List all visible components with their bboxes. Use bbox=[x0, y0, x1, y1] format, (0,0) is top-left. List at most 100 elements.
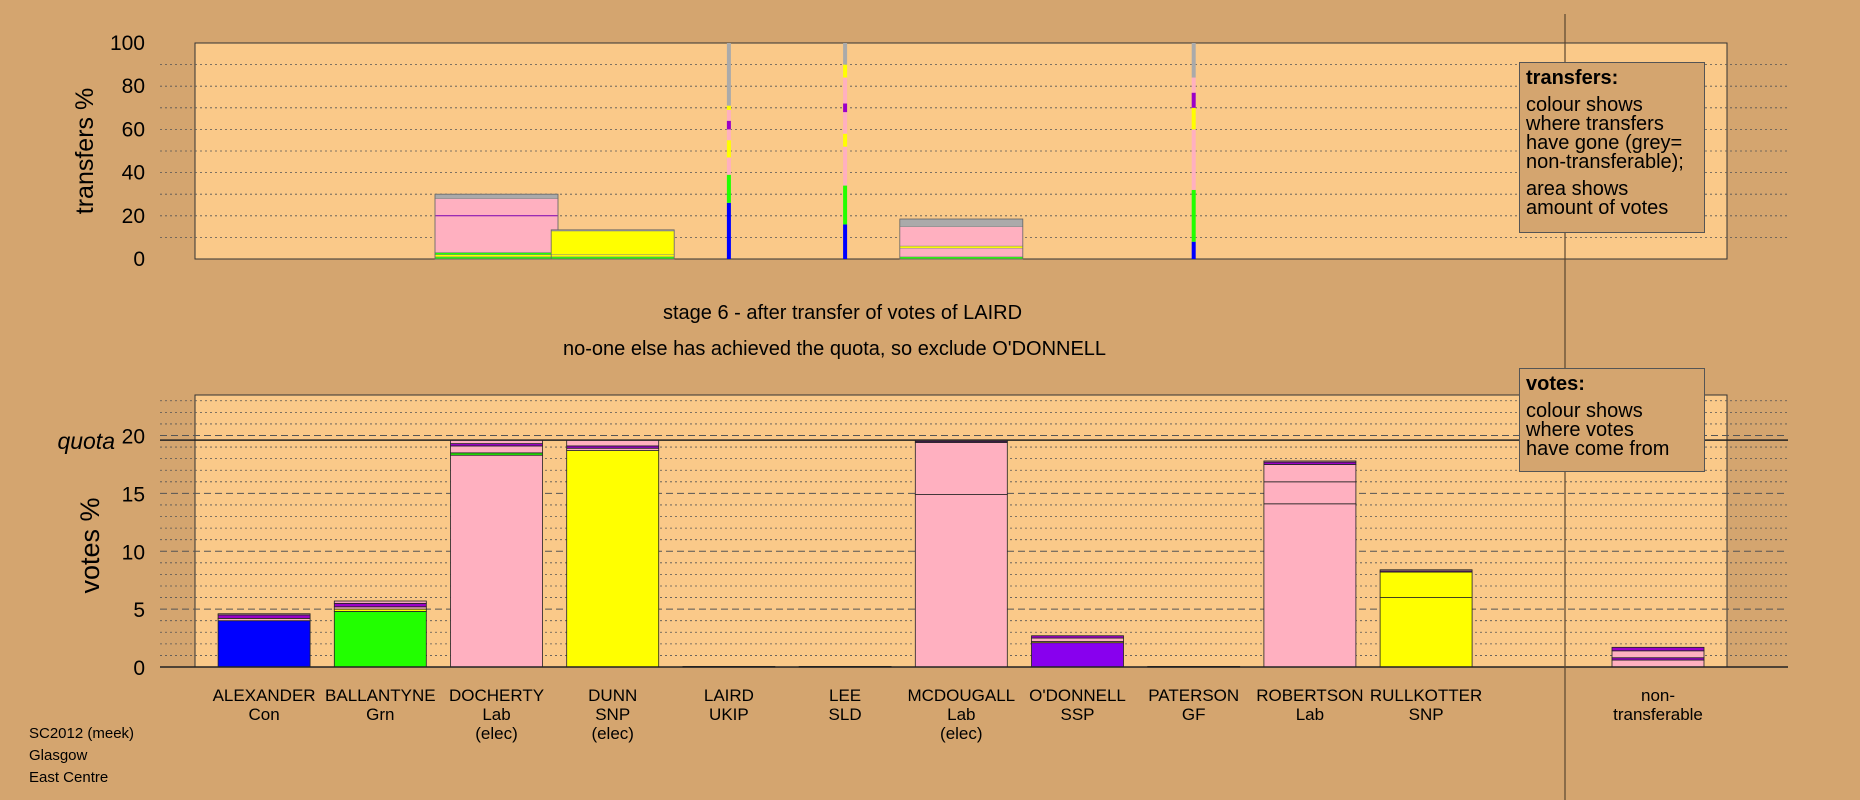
candidate-party-label: Lab bbox=[947, 705, 975, 724]
candidate-name-label: ROBERTSON bbox=[1256, 686, 1363, 705]
transfers-bar-segment bbox=[1191, 129, 1196, 190]
candidate-party-label: Lab bbox=[1296, 705, 1324, 724]
votes-bar-segment bbox=[217, 613, 311, 616]
transfers-legend: transfers: colour shows where transfers … bbox=[1519, 62, 1705, 233]
transfers-bar-segment bbox=[726, 174, 731, 203]
candidate-name-label: RULLKOTTER bbox=[1370, 686, 1482, 705]
candidate-party-label: UKIP bbox=[709, 705, 749, 724]
votes-y-tick-label: 5 bbox=[133, 599, 145, 622]
votes-y-tick-label: 15 bbox=[122, 483, 145, 506]
votes-bar-segment bbox=[1031, 635, 1124, 639]
transfers-bar-segment bbox=[843, 103, 848, 113]
transfers-bar-outline bbox=[434, 193, 559, 260]
votes-legend-line: have come from bbox=[1526, 438, 1670, 460]
candidate-party-label: GF bbox=[1182, 705, 1206, 724]
candidate-party-label: Lab bbox=[482, 705, 510, 724]
transfers-bar-segment bbox=[726, 120, 731, 130]
votes-y-tick-label: 0 bbox=[133, 657, 145, 680]
candidate-name-label: LAIRD bbox=[704, 686, 754, 705]
transfers-bar-segment bbox=[434, 254, 559, 258]
transfers-bar-segment bbox=[550, 254, 675, 258]
candidate-name-label: non- bbox=[1641, 686, 1675, 705]
candidate-party-label: Con bbox=[249, 705, 280, 724]
votes-bar-segment bbox=[566, 450, 660, 668]
votes-bar-segment bbox=[333, 611, 427, 668]
transfers-bar-segment bbox=[726, 140, 731, 158]
transfers-bar-segment bbox=[1191, 189, 1196, 242]
votes-y-tick-label: 20 bbox=[122, 426, 145, 449]
transfers-legend-line: amount of votes bbox=[1526, 197, 1669, 219]
votes-legend: votes: colour shows where votes have com… bbox=[1519, 368, 1705, 472]
votes-bar-segment bbox=[1611, 646, 1705, 652]
transfers-bar-outline bbox=[550, 229, 675, 260]
votes-bar-segment bbox=[450, 454, 543, 668]
stage-title: stage 6 - after transfer of votes of LAI… bbox=[663, 302, 1023, 324]
votes-bar-segment bbox=[333, 600, 427, 604]
votes-bar-segment bbox=[1263, 460, 1357, 463]
transfers-bar-segment bbox=[899, 218, 1024, 227]
transfers-y-tick-label: 100 bbox=[110, 32, 145, 55]
transfers-bar-segment bbox=[726, 43, 731, 106]
candidate-status-label: (elec) bbox=[591, 724, 634, 743]
candidate-party-label: SLD bbox=[829, 705, 862, 724]
votes-bar-segment bbox=[1031, 642, 1124, 668]
votes-bar-segment bbox=[914, 442, 1008, 495]
votes-bar-segment bbox=[1031, 637, 1124, 642]
votes-bar-segment bbox=[333, 602, 427, 608]
transfers-legend-line: area shows bbox=[1526, 178, 1629, 200]
transfers-bar-segment bbox=[726, 109, 731, 121]
transfers-bar-segment bbox=[843, 133, 848, 147]
footer-line: East Centre bbox=[29, 769, 109, 786]
transfers-y-tick-label: 0 bbox=[133, 248, 145, 271]
candidate-name-label: DUNN bbox=[588, 686, 637, 705]
votes-bar-segment bbox=[1379, 571, 1473, 598]
transfers-y-tick-label: 80 bbox=[122, 75, 145, 98]
transfers-bar-segment bbox=[843, 112, 848, 134]
transfers-bar-segment bbox=[899, 226, 1024, 247]
transfers-bar-segment bbox=[843, 64, 848, 78]
votes-bar-segment bbox=[1379, 597, 1473, 668]
candidate-name-label: O'DONNELL bbox=[1029, 686, 1126, 705]
transfers-bar-segment bbox=[1191, 107, 1196, 130]
transfers-bar-segment bbox=[726, 105, 731, 110]
transfers-bar-segment bbox=[899, 247, 1024, 258]
transfers-bar-outline bbox=[899, 218, 1024, 260]
transfers-bar-segment bbox=[1191, 92, 1196, 108]
transfers-bar-segment bbox=[843, 43, 848, 65]
transfers-legend-line: have gone (grey= bbox=[1526, 132, 1683, 154]
quota-label: quota bbox=[57, 428, 115, 454]
transfers-bar-segment bbox=[899, 245, 1024, 249]
transfers-bar-segment bbox=[1191, 43, 1196, 78]
candidate-name-label: DOCHERTY bbox=[449, 686, 544, 705]
candidate-party-label: Grn bbox=[366, 705, 394, 724]
votes-bar-segment bbox=[217, 614, 311, 619]
votes-bar-segment bbox=[217, 620, 311, 668]
votes-bar-segment bbox=[1263, 464, 1357, 483]
candidate-name-label: BALLANTYNE bbox=[325, 686, 436, 705]
transfers-bar-segment bbox=[726, 202, 731, 259]
votes-bar-segment bbox=[1263, 481, 1357, 505]
transfers-bar-segment bbox=[1191, 77, 1196, 93]
transfers-legend-title: transfers: bbox=[1526, 67, 1619, 89]
transfers-legend-line: non-transferable); bbox=[1526, 151, 1684, 173]
transfers-bar-segment bbox=[843, 185, 848, 225]
transfers-bar-segment bbox=[434, 252, 559, 255]
votes-bar-segment bbox=[1611, 650, 1705, 659]
votes-y-tick-label: 10 bbox=[122, 541, 145, 564]
transfers-y-tick-label: 60 bbox=[122, 118, 145, 141]
transfers-bar-segment bbox=[843, 146, 848, 186]
candidate-name-label: MCDOUGALL bbox=[907, 686, 1015, 705]
transfers-y-axis-label: transfers % bbox=[71, 88, 99, 214]
stage-subtitle: no-one else has achieved the quota, so e… bbox=[563, 338, 1107, 360]
transfers-bar-segment bbox=[434, 193, 559, 199]
votes-bar-segment bbox=[1263, 503, 1357, 668]
footer-line: Glasgow bbox=[29, 747, 88, 764]
candidate-status-label: (elec) bbox=[475, 724, 518, 743]
votes-bar-segment bbox=[1379, 569, 1473, 572]
candidate-party-label: SNP bbox=[595, 705, 630, 724]
transfers-bar-segment bbox=[843, 77, 848, 104]
transfers-legend-line: colour shows bbox=[1526, 94, 1643, 116]
candidate-name-label: LEE bbox=[829, 686, 861, 705]
transfers-y-tick-label: 20 bbox=[122, 205, 145, 228]
